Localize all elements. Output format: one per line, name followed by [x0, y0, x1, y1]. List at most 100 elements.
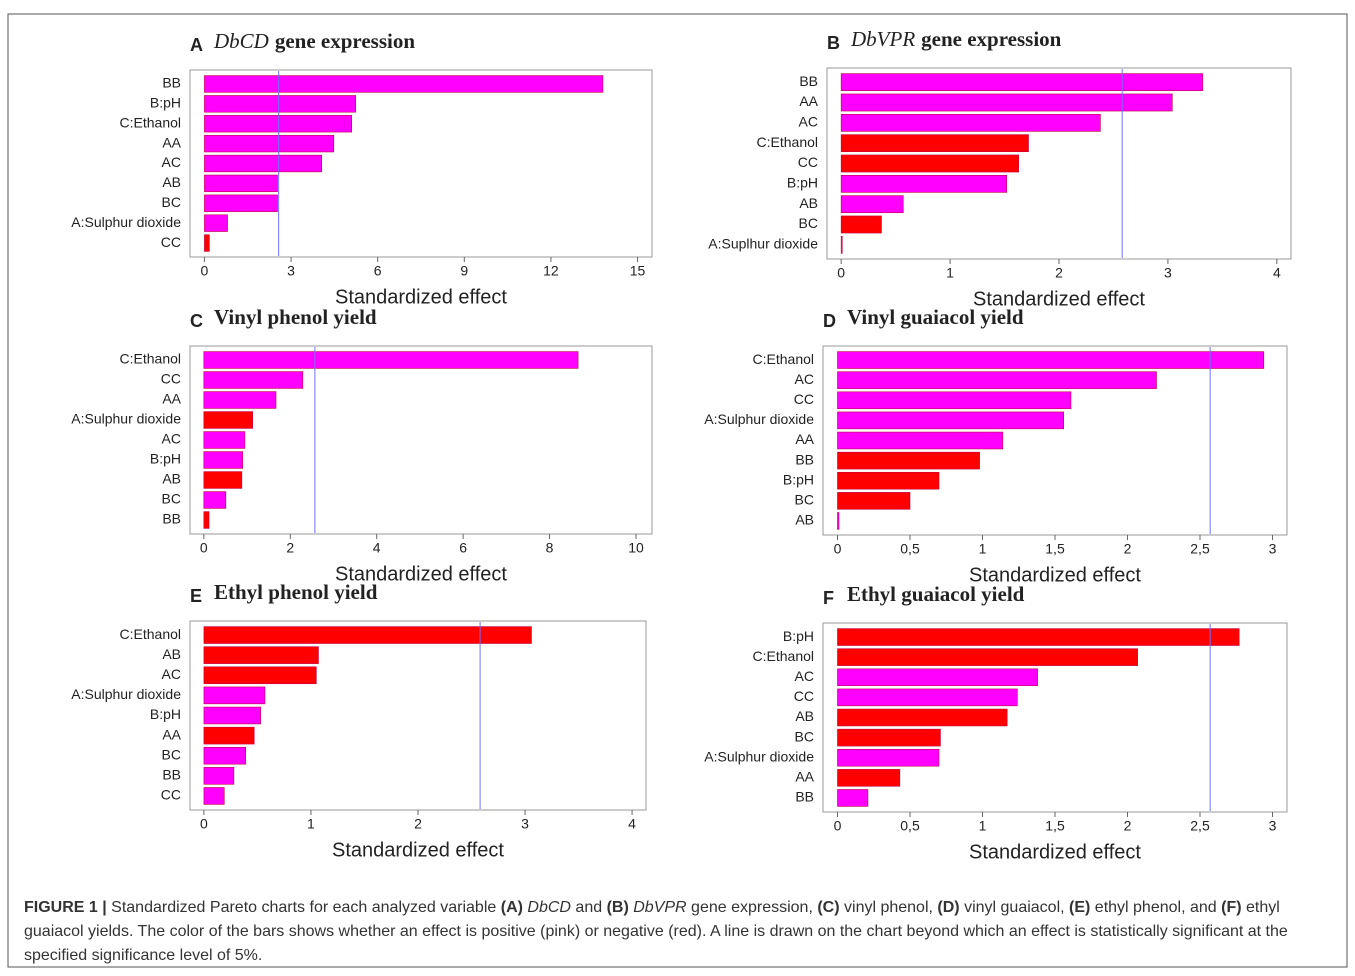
- category-label: B:pH: [150, 95, 181, 111]
- x-tick-label: 0,5: [900, 818, 920, 834]
- category-label: AC: [162, 154, 181, 170]
- panel-letter: D: [823, 311, 836, 331]
- bar: [203, 471, 243, 489]
- x-tick-label: 6: [459, 540, 467, 556]
- category-label: AB: [162, 646, 181, 662]
- category-label: AA: [799, 93, 818, 109]
- x-tick-label: 6: [374, 263, 382, 279]
- bar: [837, 728, 941, 747]
- category-label: CC: [161, 787, 181, 803]
- bar: [837, 648, 1138, 666]
- x-tick-label: 2,5: [1190, 541, 1210, 557]
- chart-title: Vinyl guaiacol yield: [847, 305, 1024, 329]
- bar: [203, 726, 255, 745]
- caption-segment: gene expression,: [686, 899, 818, 916]
- category-label: A:Sulphur dioxide: [704, 748, 814, 764]
- bar: [204, 95, 357, 113]
- plot-frame: [189, 345, 653, 535]
- x-tick-label: 0: [834, 818, 842, 834]
- bar: [837, 688, 1018, 707]
- figure-frame: [7, 13, 1348, 968]
- bar: [840, 93, 1173, 112]
- bar: [204, 75, 604, 93]
- x-axis-label: Standardized effect: [973, 288, 1145, 310]
- bar: [840, 134, 1029, 153]
- category-label: BC: [799, 215, 818, 231]
- chart-title-text: Ethyl guaiacol yield: [847, 582, 1025, 606]
- category-label: A:Sulphur dioxide: [71, 686, 181, 702]
- x-tick-label: 1,5: [1045, 541, 1065, 557]
- panel-letter: F: [823, 588, 834, 608]
- chart-title: DbVPR gene expression: [850, 27, 1062, 51]
- bar: [204, 194, 278, 212]
- x-tick-label: 3: [521, 816, 529, 832]
- bar: [837, 471, 940, 490]
- x-tick-label: 0: [200, 540, 208, 556]
- bar: [203, 371, 304, 389]
- bar: [204, 174, 278, 193]
- category-label: B:pH: [783, 471, 814, 487]
- caption-segment: ethyl guaiacol yields. The color of the …: [24, 899, 1288, 964]
- chart-title-italic: DbCD: [213, 29, 269, 53]
- category-label: CC: [161, 371, 181, 387]
- bar: [203, 391, 277, 409]
- plot-frame: [189, 69, 653, 258]
- bar: [204, 115, 352, 133]
- category-label: BC: [162, 491, 181, 507]
- category-label: AB: [795, 512, 814, 528]
- chart-title-text: gene expression: [275, 29, 416, 53]
- category-label: B:pH: [787, 175, 818, 191]
- bar: [203, 686, 266, 705]
- x-tick-label: 2: [286, 540, 294, 556]
- category-label: AB: [799, 195, 818, 211]
- bar: [837, 492, 911, 510]
- category-label: C:Ethanol: [120, 626, 181, 642]
- category-label: BC: [162, 194, 181, 210]
- caption-segment: DbCD: [527, 899, 571, 916]
- chart-title-italic: DbVPR: [850, 27, 915, 51]
- x-tick-label: 0: [200, 816, 208, 832]
- x-tick-label: 1: [979, 541, 987, 557]
- category-label: C:Ethanol: [753, 351, 814, 367]
- x-tick-label: 4: [628, 816, 636, 832]
- category-label: BC: [795, 728, 814, 744]
- category-label: C:Ethanol: [753, 648, 814, 664]
- caption-segment: Standardized Pareto charts for each anal…: [106, 899, 501, 916]
- x-tick-label: 1,5: [1045, 818, 1065, 834]
- bar: [203, 666, 317, 685]
- bar: [837, 411, 1064, 430]
- panel-letter: E: [190, 586, 202, 606]
- bar: [840, 73, 1204, 92]
- x-tick-label: 0,5: [900, 541, 920, 557]
- category-label: AB: [162, 471, 181, 487]
- x-tick-label: 4: [373, 540, 381, 556]
- bar: [840, 174, 1008, 193]
- category-label: AC: [162, 666, 181, 682]
- x-tick-label: 0: [834, 541, 842, 557]
- bar: [837, 351, 1265, 369]
- bar: [203, 646, 319, 664]
- x-tick-label: 0: [837, 265, 845, 281]
- x-axis-label: Standardized effect: [969, 841, 1141, 863]
- chart-title: Vinyl phenol yield: [214, 305, 377, 329]
- bar: [203, 746, 246, 765]
- bar: [837, 512, 840, 530]
- x-tick-label: 2: [1124, 541, 1132, 557]
- caption-segment: (D): [937, 899, 960, 916]
- category-label: A:Sulphur dioxide: [704, 411, 814, 427]
- category-label: BB: [162, 75, 181, 91]
- caption-segment: ethyl phenol, and: [1090, 899, 1222, 916]
- category-label: A:Suplhur dioxide: [708, 236, 818, 252]
- category-label: BB: [795, 451, 814, 467]
- chart-title-text: gene expression: [921, 27, 1062, 51]
- category-label: CC: [794, 391, 814, 407]
- chart-title-text: Vinyl guaiacol yield: [847, 305, 1024, 329]
- bar: [837, 391, 1072, 410]
- panel-letter: A: [190, 35, 203, 55]
- x-tick-label: 1: [307, 816, 315, 832]
- bar: [203, 767, 235, 785]
- caption-segment: FIGURE 1 |: [24, 899, 107, 916]
- category-label: B:pH: [150, 706, 181, 722]
- bar: [203, 451, 244, 469]
- x-axis-label: Standardized effect: [969, 564, 1141, 586]
